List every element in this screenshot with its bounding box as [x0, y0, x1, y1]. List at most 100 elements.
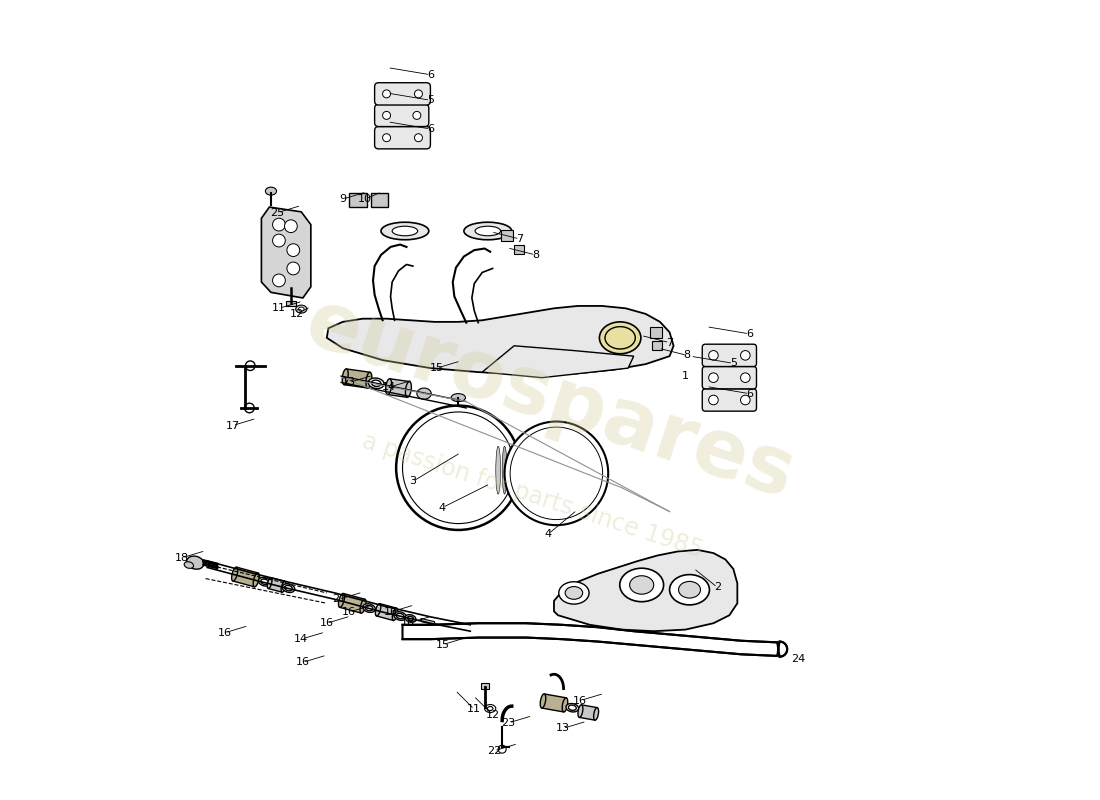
Bar — [349, 193, 366, 207]
Ellipse shape — [528, 446, 532, 494]
Text: 16: 16 — [320, 618, 333, 628]
Ellipse shape — [282, 582, 286, 592]
Ellipse shape — [487, 706, 493, 710]
Polygon shape — [403, 623, 788, 657]
Polygon shape — [262, 207, 311, 298]
Circle shape — [412, 111, 421, 119]
Text: 8: 8 — [532, 250, 539, 260]
Text: 6: 6 — [746, 389, 752, 398]
Ellipse shape — [540, 694, 546, 708]
Bar — [650, 327, 661, 338]
Text: 23: 23 — [502, 718, 516, 728]
Text: 4: 4 — [544, 529, 552, 539]
Text: 2: 2 — [714, 582, 720, 592]
Ellipse shape — [566, 703, 579, 712]
Circle shape — [287, 262, 299, 275]
Circle shape — [285, 220, 297, 233]
Ellipse shape — [396, 614, 404, 618]
Ellipse shape — [339, 594, 344, 607]
Text: 6: 6 — [746, 329, 752, 339]
Text: 6: 6 — [427, 124, 433, 134]
Ellipse shape — [381, 222, 429, 240]
Ellipse shape — [515, 446, 519, 494]
Text: 5: 5 — [427, 95, 433, 106]
Ellipse shape — [553, 446, 558, 494]
Ellipse shape — [562, 698, 568, 712]
Text: 16: 16 — [402, 618, 415, 628]
Ellipse shape — [496, 446, 500, 494]
Ellipse shape — [386, 378, 392, 394]
Circle shape — [403, 412, 514, 523]
Ellipse shape — [283, 584, 295, 593]
Ellipse shape — [393, 608, 398, 621]
Circle shape — [415, 90, 422, 98]
Polygon shape — [340, 594, 365, 613]
Text: 6: 6 — [427, 70, 433, 80]
Text: 8: 8 — [683, 350, 691, 360]
Text: 4: 4 — [439, 502, 446, 513]
Ellipse shape — [360, 599, 366, 613]
Text: 5: 5 — [730, 358, 737, 368]
Polygon shape — [268, 578, 285, 592]
Polygon shape — [421, 618, 436, 625]
Ellipse shape — [594, 708, 598, 720]
Text: 12: 12 — [485, 710, 499, 720]
Ellipse shape — [285, 586, 293, 591]
Text: 13: 13 — [556, 723, 570, 734]
FancyBboxPatch shape — [375, 82, 430, 105]
Polygon shape — [387, 378, 409, 398]
Text: 3: 3 — [409, 476, 417, 486]
Circle shape — [505, 422, 608, 525]
Bar — [481, 683, 488, 689]
Text: 14: 14 — [382, 382, 396, 392]
Ellipse shape — [372, 380, 381, 386]
Text: 15: 15 — [430, 363, 443, 373]
Text: 17: 17 — [226, 421, 240, 430]
FancyBboxPatch shape — [375, 126, 430, 149]
Ellipse shape — [261, 579, 268, 585]
Bar — [500, 230, 513, 241]
Polygon shape — [233, 567, 258, 587]
Bar — [371, 193, 388, 207]
Bar — [286, 301, 296, 306]
Text: 16: 16 — [342, 607, 356, 617]
Polygon shape — [376, 604, 397, 621]
Ellipse shape — [267, 578, 272, 589]
Text: 11: 11 — [272, 303, 286, 314]
Ellipse shape — [629, 576, 653, 594]
Circle shape — [740, 395, 750, 405]
Text: 13: 13 — [342, 378, 356, 387]
Ellipse shape — [394, 612, 406, 620]
Ellipse shape — [670, 574, 710, 605]
Ellipse shape — [475, 226, 500, 236]
Ellipse shape — [365, 606, 373, 610]
Text: 11: 11 — [468, 704, 482, 714]
Circle shape — [273, 218, 285, 231]
Ellipse shape — [392, 226, 418, 236]
Circle shape — [708, 395, 718, 405]
FancyBboxPatch shape — [375, 104, 429, 126]
Text: 7: 7 — [666, 338, 673, 347]
Ellipse shape — [535, 446, 539, 494]
Text: 7: 7 — [516, 234, 524, 244]
Text: 16: 16 — [218, 628, 232, 638]
Ellipse shape — [296, 305, 307, 313]
Ellipse shape — [451, 394, 465, 402]
Text: 25: 25 — [271, 208, 285, 218]
Polygon shape — [344, 369, 370, 388]
Circle shape — [415, 134, 422, 142]
Ellipse shape — [363, 604, 375, 613]
Ellipse shape — [503, 446, 507, 494]
Circle shape — [383, 90, 390, 98]
Ellipse shape — [368, 378, 384, 389]
Ellipse shape — [406, 382, 411, 398]
Polygon shape — [554, 550, 737, 631]
Ellipse shape — [298, 307, 304, 311]
Bar — [514, 246, 525, 254]
Text: 1: 1 — [682, 371, 689, 381]
Text: 16: 16 — [296, 658, 310, 667]
Ellipse shape — [253, 573, 260, 587]
Ellipse shape — [405, 614, 416, 622]
Circle shape — [740, 350, 750, 360]
Ellipse shape — [605, 326, 636, 349]
